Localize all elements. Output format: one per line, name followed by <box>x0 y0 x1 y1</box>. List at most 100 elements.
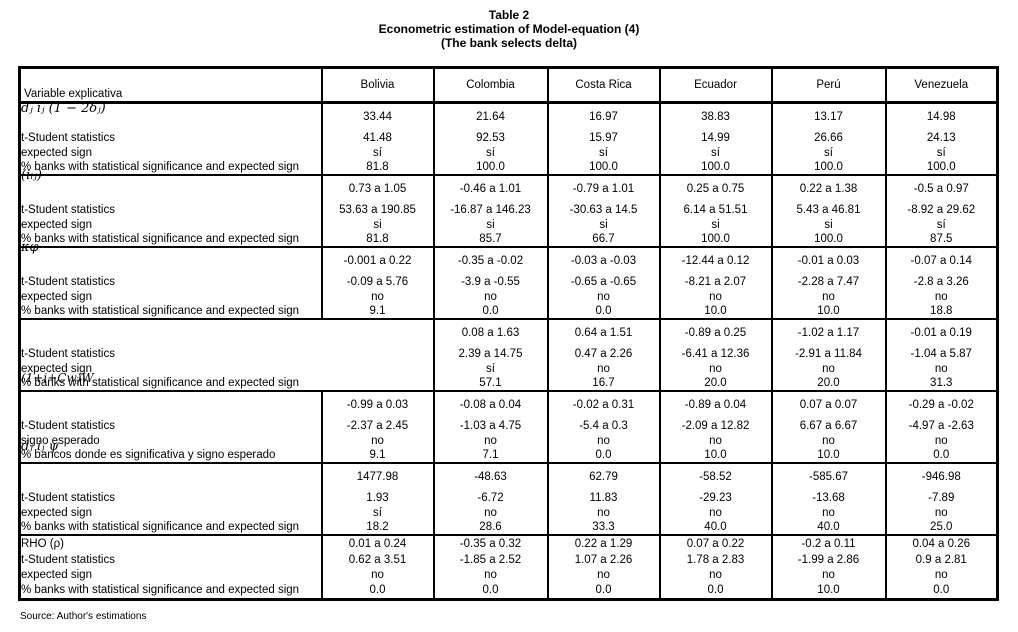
cell: 87.5 <box>884 232 998 247</box>
cell: 33.3 <box>546 520 660 535</box>
cell: -58.52 <box>658 462 772 490</box>
cell: sí <box>320 146 434 160</box>
cell: 0.62 a 3.51 <box>320 552 434 568</box>
cell: -0.46 a 1.01 <box>432 174 548 202</box>
cell: -0.89 a 0.04 <box>658 390 772 418</box>
cell: -7.89 <box>884 490 998 506</box>
cell: 0.64 a 1.51 <box>546 318 660 346</box>
cell: 10.0 <box>658 448 772 463</box>
cell: 2.39 a 14.75 <box>432 346 548 362</box>
column-header-venezuela: Venezuela <box>884 67 998 103</box>
cell: 1.78 a 2.83 <box>658 552 772 568</box>
cell: -0.79 a 1.01 <box>546 174 660 202</box>
cell: no <box>320 568 434 582</box>
coefficient-row: 1477.98 -48.63 62.79 -58.52 -585.67 -946… <box>19 462 998 490</box>
cell: 15.97 <box>546 130 660 146</box>
row-label-cell: expected sign <box>21 147 92 159</box>
cell: si <box>770 218 886 232</box>
cell: 92.53 <box>432 130 548 146</box>
cell: 0.0 <box>546 304 660 319</box>
cell: 18.8 <box>884 304 998 319</box>
cell: 100.0 <box>770 160 886 175</box>
coefficient-row: 33.44 21.64 16.97 38.83 13.17 14.98 <box>19 101 998 130</box>
cell: 20.0 <box>658 376 772 391</box>
pct-banks-row: % banks with statistical significance an… <box>20 160 998 175</box>
cell: 16.97 <box>546 101 660 130</box>
row-label-cell: % banks with statistical significance an… <box>20 160 322 175</box>
cell: -0.001 a 0.22 <box>320 246 434 274</box>
cell: no <box>770 290 886 304</box>
cell: sí <box>884 146 998 160</box>
cell: -3.9 a -0.55 <box>432 274 548 290</box>
cell: 0.0 <box>884 582 998 600</box>
corner-label: Variable explicativa <box>24 88 123 100</box>
corner-header-cell: Variable explicativa <box>20 68 322 103</box>
row-label-cell <box>19 101 322 130</box>
cell <box>321 318 434 346</box>
row-label-cell: t-Student statistics <box>21 492 115 504</box>
pct-banks-row: % banks with statistical significance an… <box>20 376 998 391</box>
source-note: Source: Author's estimations <box>20 611 147 622</box>
cell: 6.14 a 51.51 <box>658 202 772 218</box>
cell: 0.0 <box>546 582 660 600</box>
cell: -0.29 a -0.02 <box>884 390 998 418</box>
cell: -0.02 a 0.31 <box>546 390 660 418</box>
row-label-cell: % banks with statistical significance an… <box>20 520 322 535</box>
cell: no <box>546 362 660 376</box>
cell: 18.2 <box>320 520 434 535</box>
cell: 81.8 <box>320 160 434 175</box>
cell: -0.03 a -0.03 <box>546 246 660 274</box>
cell: -6.41 a 12.36 <box>658 346 772 362</box>
cell: no <box>658 290 772 304</box>
cell: si <box>658 218 772 232</box>
expected-sign-row: expected sign sí sí sí sí sí sí <box>20 146 998 160</box>
cell: 26.66 <box>770 130 886 146</box>
cell: -16.87 a 146.23 <box>432 202 548 218</box>
row-label-cell: t-Student statistics <box>21 348 115 360</box>
cell: 100.0 <box>658 232 772 247</box>
cell: 81.8 <box>320 232 434 247</box>
column-header-colombia: Colombia <box>432 67 548 103</box>
cell: 0.0 <box>432 304 548 319</box>
cell: -13.68 <box>770 490 886 506</box>
expected-sign-row: expected sign sí no no no no no <box>20 506 998 520</box>
cell: 0.0 <box>658 582 772 600</box>
cell: -48.63 <box>432 462 548 490</box>
cell: -8.92 a 29.62 <box>884 202 998 218</box>
cell: 0.04 a 0.26 <box>884 534 998 552</box>
title-line-2: Econometric estimation of Model-equation… <box>378 22 640 36</box>
cell: no <box>770 506 886 520</box>
cell: 38.83 <box>658 101 772 130</box>
cell: -0.2 a 0.11 <box>770 534 886 552</box>
row-label-cell: expected sign <box>21 291 92 303</box>
column-header-bolivia: Bolivia <box>320 67 434 103</box>
table-title: Table 2 Econometric estimation of Model-… <box>0 8 1018 50</box>
cell: -0.09 a 5.76 <box>320 274 434 290</box>
cell: 13.17 <box>770 101 886 130</box>
row-label-cell: t-Student statistics <box>21 420 115 432</box>
cell: -0.5 a 0.97 <box>884 174 998 202</box>
cell: no <box>884 362 998 376</box>
cell: 40.0 <box>658 520 772 535</box>
coefficient-row: 0.08 a 1.63 0.64 a 1.51 -0.89 a 0.25 -1.… <box>19 318 998 346</box>
cell: si <box>320 218 434 232</box>
row-label-cell <box>19 174 322 202</box>
pct-banks-label: % bancos donde es significativa y signo … <box>21 449 276 461</box>
cell: no <box>658 362 772 376</box>
cell: no <box>770 434 886 448</box>
row-label-cell: t-Student statistics <box>21 276 115 288</box>
cell: 0.01 a 0.24 <box>320 534 434 552</box>
cell: 24.13 <box>884 130 998 146</box>
cell: 0.22 a 1.38 <box>770 174 886 202</box>
cell: no <box>658 568 772 582</box>
cell: no <box>546 434 660 448</box>
cell: no <box>320 290 434 304</box>
cell: sí <box>770 146 886 160</box>
expected-sign-row: signo esperado no no no no no no <box>20 434 998 448</box>
cell: 0.0 <box>884 448 998 463</box>
cell: -0.89 a 0.25 <box>658 318 772 346</box>
cell: 0.22 a 1.29 <box>546 534 660 552</box>
cell: -1.02 a 1.17 <box>770 318 886 346</box>
cell: no <box>770 362 886 376</box>
column-header-costa-rica: Costa Rica <box>546 67 660 103</box>
